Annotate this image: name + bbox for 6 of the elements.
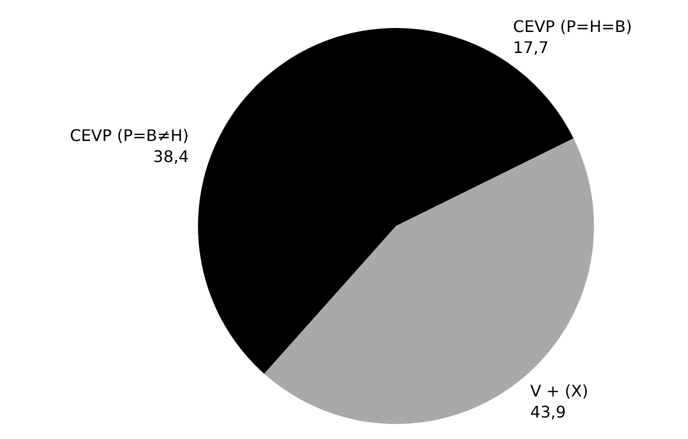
data-label: 17,7: [513, 38, 549, 57]
data-label: 38,4: [153, 147, 189, 166]
data-label: 43,9: [530, 402, 566, 422]
slice-label: CEVP (P=B≠H): [70, 126, 189, 146]
slice-label: CEVP (P=H=B): [513, 16, 632, 36]
slice-label: V + (X): [530, 382, 588, 401]
